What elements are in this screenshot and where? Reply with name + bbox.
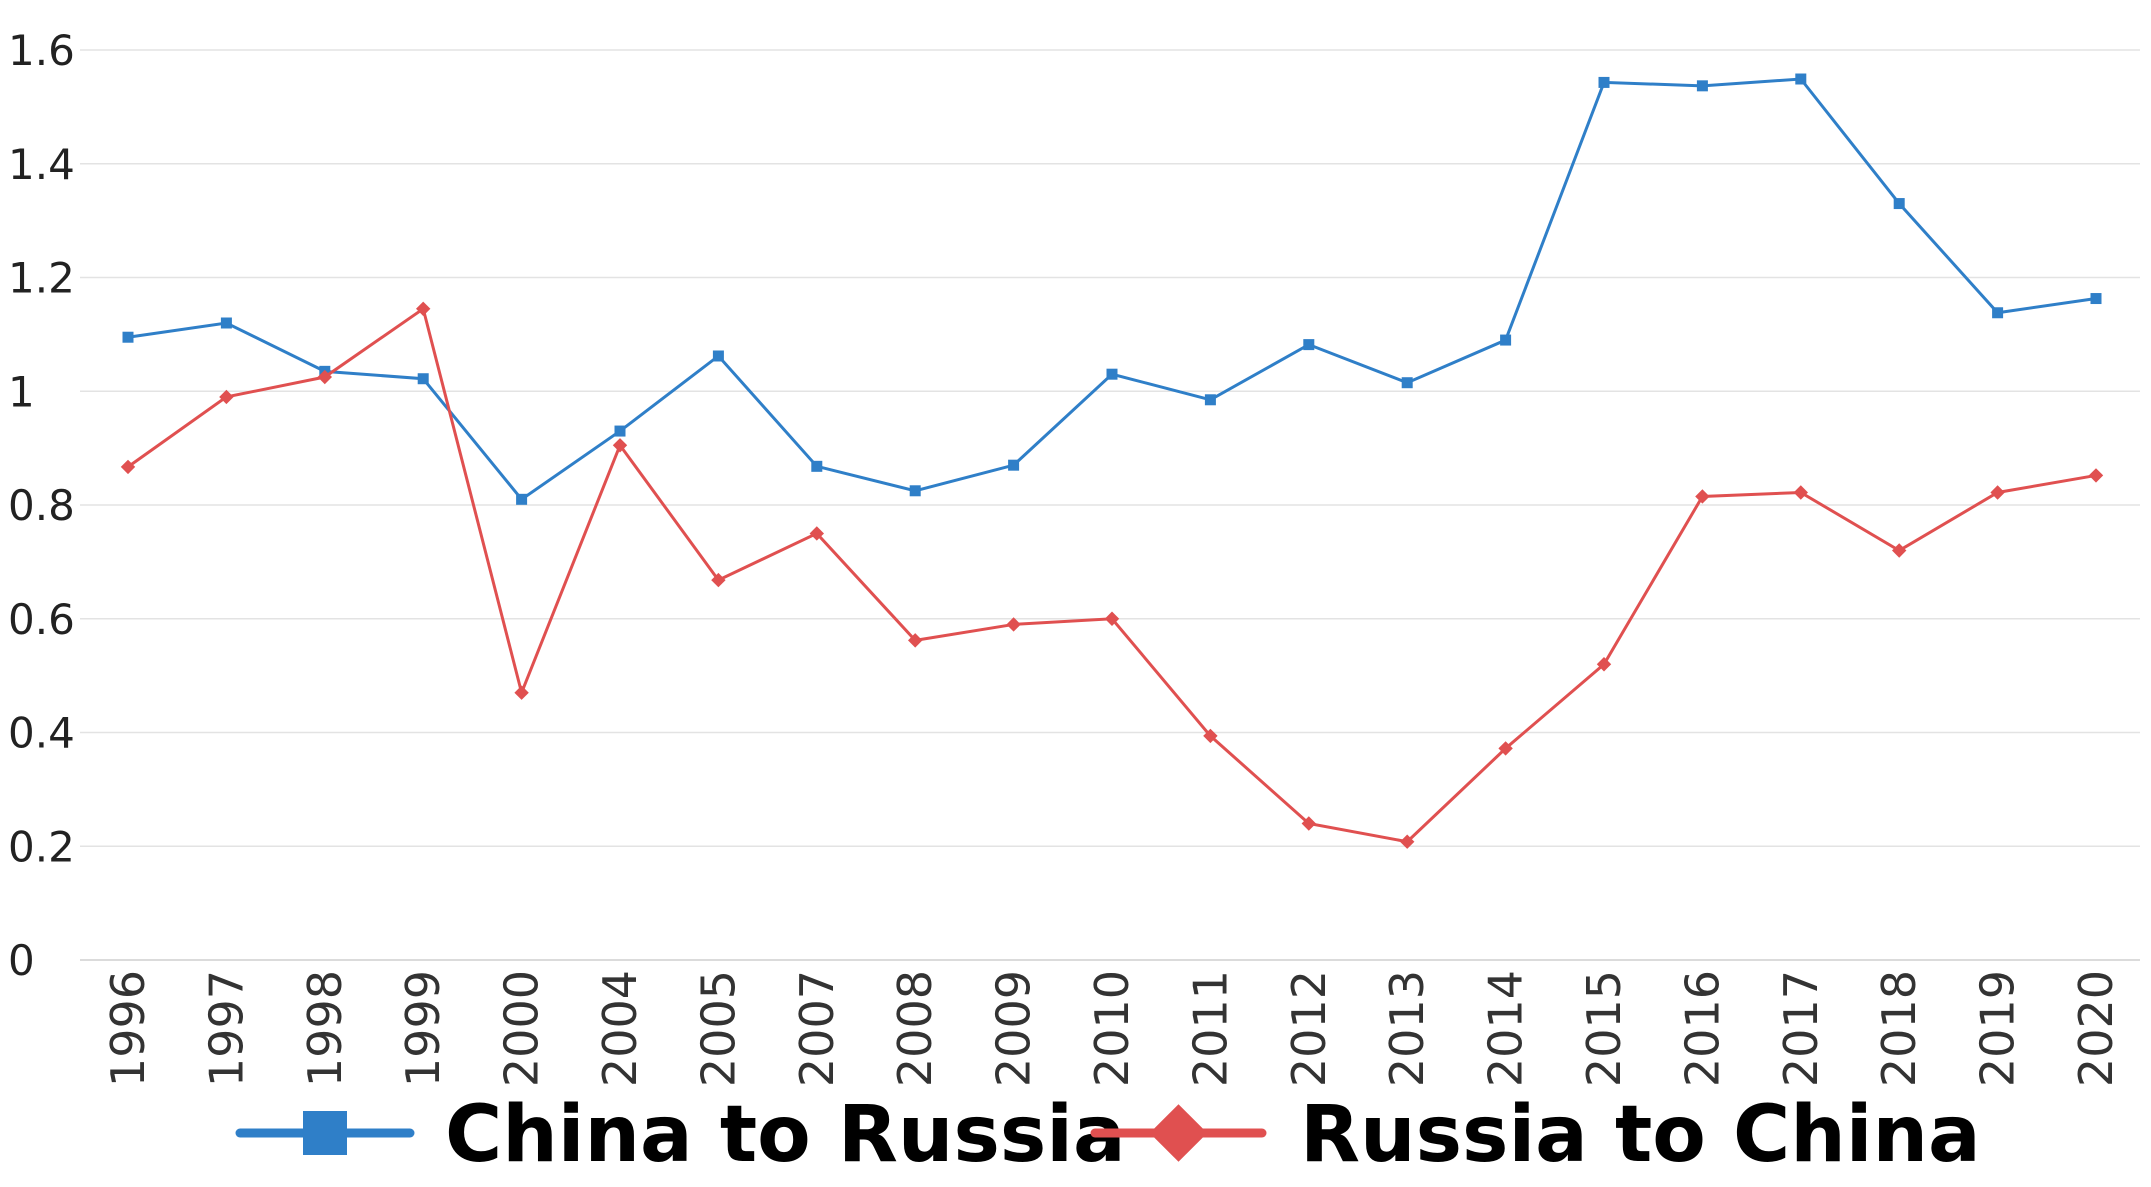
- data-point: [1006, 617, 1021, 632]
- series-russia-to-china: [120, 301, 2104, 849]
- data-point: [1401, 377, 1413, 389]
- data-point: [416, 301, 431, 316]
- x-tick-label: 1997: [199, 970, 253, 1087]
- data-point: [516, 493, 528, 505]
- data-point: [1400, 834, 1415, 849]
- data-point: [909, 485, 921, 497]
- x-tick-label: 2007: [790, 970, 844, 1087]
- x-axis-tick-labels: 1996 1997 1998 1999 2000 2004 2005 2007 2008 2009…: [101, 970, 2123, 1087]
- data-point: [1892, 543, 1907, 558]
- legend-label: China to Russia: [445, 1090, 1126, 1180]
- legend: China to Russia Russia to China: [235, 1090, 1981, 1180]
- data-point: [2088, 468, 2104, 483]
- x-tick-label: 2005: [691, 970, 745, 1087]
- data-point: [809, 526, 824, 541]
- y-axis-tick-labels: 0 0.2 0.4 0.6 0.8 1 1.2 1.4 1.6: [8, 26, 75, 985]
- data-point: [811, 460, 823, 472]
- data-point: [1596, 657, 1612, 672]
- x-tick-label: 2004: [593, 970, 647, 1087]
- x-tick-label: 2020: [2069, 970, 2123, 1087]
- x-tick-label: 2012: [1282, 970, 1336, 1087]
- data-point: [417, 373, 429, 385]
- data-point: [1301, 816, 1316, 831]
- series-line: [127, 306, 2097, 844]
- series-line: [127, 77, 2097, 502]
- data-point: [1498, 741, 1513, 756]
- data-point: [1793, 485, 1808, 500]
- grid-lines: [80, 49, 2140, 961]
- y-tick-label: 1.6: [8, 26, 75, 75]
- data-point: [1696, 80, 1708, 92]
- data-point: [122, 331, 134, 343]
- data-point: [908, 633, 923, 648]
- legend-item: Russia to China: [1090, 1090, 1981, 1180]
- data-point: [317, 369, 332, 385]
- x-tick-label: 2018: [1872, 970, 1926, 1087]
- data-point: [120, 459, 136, 475]
- data-point: [514, 685, 529, 700]
- x-tick-label: 2000: [495, 970, 549, 1087]
- data-point: [1106, 368, 1118, 380]
- x-tick-label: 2011: [1183, 970, 1237, 1087]
- data-point: [220, 317, 232, 329]
- x-tick-label: 2017: [1774, 970, 1828, 1087]
- x-tick-label: 2010: [1085, 970, 1139, 1087]
- x-tick-label: 1996: [101, 970, 155, 1087]
- x-tick-label: 2014: [1479, 970, 1533, 1087]
- y-tick-label: 1.2: [8, 254, 75, 303]
- x-tick-label: 1998: [298, 970, 352, 1087]
- series-china-to-russia: [122, 73, 2102, 505]
- data-point: [711, 572, 726, 588]
- data-point: [1695, 489, 1710, 504]
- x-tick-label: 2013: [1380, 970, 1434, 1087]
- data-point: [1893, 198, 1905, 210]
- y-tick-label: 1.4: [8, 140, 75, 189]
- data-point: [712, 350, 724, 362]
- x-tick-label: 2015: [1577, 970, 1631, 1087]
- data-point: [1598, 76, 1610, 88]
- legend-swatch-marker: [1149, 1104, 1208, 1162]
- y-tick-label: 1: [8, 367, 35, 416]
- y-tick-label: 0.8: [8, 481, 75, 530]
- data-point: [2090, 293, 2102, 305]
- legend-item: China to Russia: [235, 1090, 1126, 1180]
- legend-swatch-marker: [303, 1111, 347, 1155]
- data-point: [1990, 485, 2005, 500]
- x-tick-label: 2009: [987, 970, 1041, 1087]
- x-tick-label: 2019: [1971, 970, 2025, 1087]
- data-point: [1795, 73, 1807, 85]
- y-tick-label: 0: [8, 936, 35, 985]
- y-tick-label: 0.6: [8, 595, 75, 644]
- data-point: [1303, 339, 1315, 351]
- data-point: [1992, 307, 2004, 319]
- data-point: [219, 389, 234, 405]
- data-point: [1203, 728, 1218, 744]
- data-point: [614, 425, 626, 437]
- series-group: [120, 73, 2104, 849]
- y-tick-label: 0.2: [8, 822, 75, 871]
- data-point: [1500, 334, 1512, 346]
- x-tick-label: 2008: [888, 970, 942, 1087]
- data-point: [1008, 459, 1020, 471]
- data-point: [612, 438, 628, 453]
- data-point: [1104, 611, 1120, 626]
- data-point: [1204, 394, 1216, 406]
- x-tick-label: 2016: [1675, 970, 1729, 1087]
- x-tick-label: 1999: [396, 970, 450, 1087]
- legend-label: Russia to China: [1300, 1090, 1981, 1180]
- y-tick-label: 0.4: [8, 709, 75, 758]
